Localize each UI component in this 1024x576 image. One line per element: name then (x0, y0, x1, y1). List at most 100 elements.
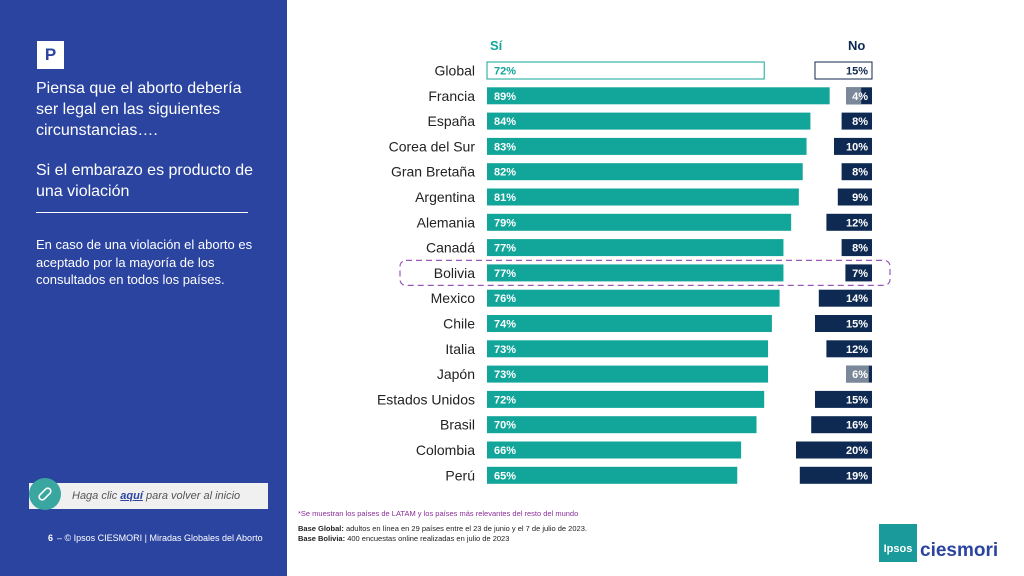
data-label-si: 73% (494, 344, 516, 356)
bar-no (818, 289, 872, 307)
data-label-no: 6% (852, 369, 868, 381)
data-label-si: 77% (494, 243, 516, 255)
condition-text: Si el embarazo es producto de una violac… (36, 162, 254, 200)
category-label: Global (435, 63, 475, 79)
bar-si (487, 466, 738, 484)
category-label: Colombia (416, 442, 475, 458)
bar-no (826, 213, 872, 231)
category-label: Francia (428, 88, 475, 104)
legend-no: No (848, 38, 866, 53)
bar-si (487, 112, 811, 130)
bar-si (487, 213, 792, 231)
slide-footer: 6– © Ipsos CIESMORI | Miradas Globales d… (48, 533, 263, 543)
data-label-no: 12% (846, 217, 868, 229)
bar-no (834, 137, 872, 155)
data-label-no: 4% (852, 91, 868, 103)
bar-si (487, 137, 807, 155)
bar-si (487, 188, 799, 206)
footer-text: – © Ipsos CIESMORI | Miradas Globales de… (57, 533, 263, 543)
bar-no (841, 112, 872, 130)
data-label-no: 10% (846, 141, 868, 153)
insight-text: En caso de una violación el aborto es ac… (36, 237, 253, 287)
data-label-no: 19% (846, 470, 868, 482)
sidebar-divider (36, 212, 248, 213)
question-badge: P (37, 41, 64, 69)
here-link[interactable]: aquí (120, 490, 143, 502)
bar-si (487, 87, 830, 105)
data-label-no: 8% (852, 167, 868, 179)
category-label: Estados Unidos (377, 391, 475, 407)
data-label-si: 77% (494, 268, 516, 280)
footnote: *Se muestran los países de LATAM y los p… (298, 509, 579, 518)
bar-no (837, 188, 872, 206)
bar-si (487, 390, 765, 408)
bar-si (486, 61, 765, 80)
data-label-no: 12% (846, 344, 868, 356)
ipsos-logo: Ipsos (879, 524, 917, 562)
data-label-si: 74% (494, 319, 516, 331)
data-label-si: 70% (494, 420, 516, 432)
data-label-si: 76% (494, 293, 516, 305)
data-label-si: 83% (494, 141, 516, 153)
bar-no (841, 239, 872, 257)
data-label-no: 15% (846, 394, 868, 406)
bar-si (487, 264, 784, 282)
data-label-si: 72% (494, 394, 516, 406)
data-label-no: 8% (852, 116, 868, 128)
data-label-si: 79% (494, 217, 516, 229)
data-label-no: 16% (846, 420, 868, 432)
data-label-si: 84% (494, 116, 516, 128)
bar-no (815, 315, 872, 332)
data-label-si: 72% (494, 66, 516, 78)
data-label-no: 20% (846, 445, 868, 457)
question-text: Piensa que el aborto debería ser legal e… (36, 80, 242, 139)
bar-si (487, 289, 780, 307)
bar-no-segment (846, 87, 862, 105)
category-label: Brasil (440, 417, 475, 433)
bar-no (826, 340, 872, 358)
data-label-si: 73% (494, 369, 516, 381)
bar-no (811, 416, 872, 434)
bar-no (845, 264, 872, 282)
bar-si (487, 315, 772, 332)
category-label: Canadá (426, 240, 475, 256)
bar-no (799, 466, 872, 484)
bar-si (487, 416, 757, 434)
category-label: Gran Bretaña (391, 164, 475, 180)
category-label: Perú (445, 467, 475, 483)
ciesmori-logo: ciesmori (920, 540, 999, 561)
base-bolivia: Base Bolivia: 400 encuestas online reali… (298, 534, 510, 543)
bar-si (487, 365, 769, 383)
bar-no-segment (846, 365, 869, 383)
category-label: Italia (445, 341, 475, 357)
legend-si: Sí (490, 38, 503, 53)
bolivia-highlight-box (399, 259, 891, 286)
data-label-si: 82% (494, 167, 516, 179)
page-number: 6 (48, 533, 54, 543)
bar-no (841, 163, 872, 181)
data-label-no: 15% (846, 319, 868, 331)
category-label: Corea del Sur (389, 138, 476, 154)
bar-no (815, 390, 872, 408)
bar-si (487, 239, 784, 257)
data-label-si: 89% (494, 91, 516, 103)
back-home-link[interactable] (29, 483, 268, 509)
category-label: Argentina (415, 189, 475, 205)
category-label: Bolivia (434, 265, 475, 281)
base-global: Base Global: adultos en línea en 29 país… (298, 524, 587, 533)
data-label-no: 15% (846, 66, 868, 78)
data-label-si: 81% (494, 192, 516, 204)
data-label-no: 9% (852, 192, 868, 204)
category-label: Alemania (417, 214, 476, 230)
back-home-text[interactable]: Haga clic aquí para volver al inicio (72, 490, 241, 502)
data-label-no: 7% (852, 268, 868, 280)
data-label-no: 14% (846, 293, 868, 305)
category-label: España (428, 113, 476, 129)
category-label: Japón (437, 366, 475, 382)
data-label-si: 66% (494, 445, 516, 457)
bar-no (814, 61, 873, 80)
data-label-si: 65% (494, 470, 516, 482)
category-label: Chile (443, 316, 475, 332)
bar-si (487, 163, 803, 181)
